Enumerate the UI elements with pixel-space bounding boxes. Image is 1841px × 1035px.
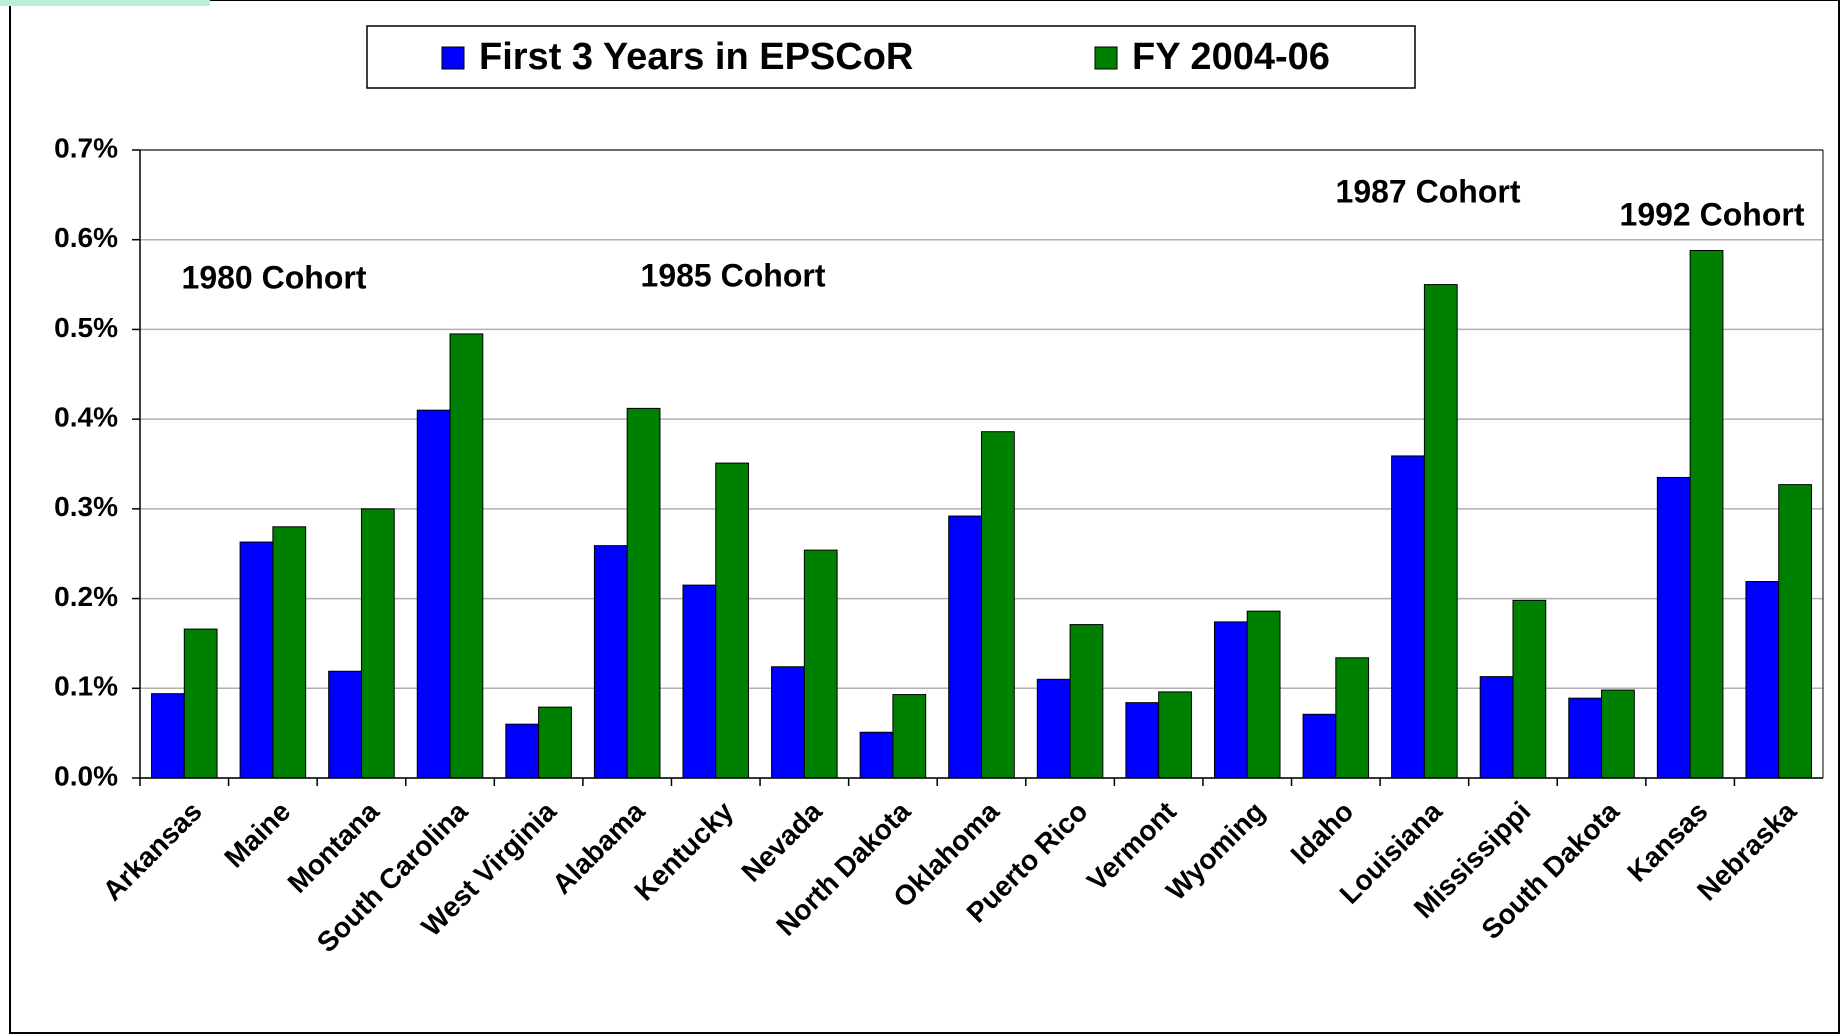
annotation: 1980 Cohort: [182, 259, 367, 295]
bar: [328, 670, 362, 779]
bar: [1036, 678, 1071, 779]
bar: [803, 549, 838, 779]
annotation: 1985 Cohort: [641, 257, 826, 293]
bar: [682, 584, 717, 779]
bar: [1302, 713, 1337, 779]
bar: [1069, 624, 1104, 779]
frame: [9, 0, 1840, 1034]
bar: [1512, 599, 1547, 779]
bar: [1601, 689, 1635, 779]
x-tick-label: Nevada: [735, 795, 828, 888]
bar: [1479, 676, 1514, 779]
bar: [1778, 484, 1812, 779]
y-tick-label: 0.6%: [54, 222, 118, 253]
y-tick-label: 0.4%: [54, 402, 118, 433]
annotation: 1992 Cohort: [1620, 196, 1805, 232]
bar: [538, 706, 572, 779]
x-tick-label: Maine: [218, 796, 296, 874]
legend-label: FY 2004-06: [1132, 36, 1330, 78]
y-tick-label: 0.3%: [54, 491, 118, 522]
x-tick-label: Arkansas: [97, 796, 208, 907]
bar: [626, 407, 661, 779]
y-tick-label: 0.0%: [54, 760, 118, 791]
x-tick-label: Idaho: [1285, 796, 1360, 871]
bar: [593, 545, 628, 779]
bar: [1568, 697, 1603, 779]
bar: [449, 333, 484, 779]
bar: [715, 462, 750, 779]
bar: [1745, 581, 1780, 779]
bar: [1246, 610, 1281, 779]
bar: [1423, 284, 1458, 779]
bar: [272, 526, 307, 779]
bar: [183, 628, 218, 779]
bar: [1158, 691, 1192, 779]
y-tick-label: 0.7%: [54, 132, 118, 163]
bar: [505, 723, 540, 779]
bar: [859, 731, 894, 779]
bar: [892, 694, 927, 779]
bar: [1656, 476, 1691, 779]
bar: [416, 409, 451, 779]
x-tick-label: Kansas: [1621, 796, 1713, 888]
bar: [981, 431, 1015, 779]
legend-swatch: [441, 46, 465, 70]
bar: [1125, 702, 1160, 779]
legend-box: [366, 25, 1416, 89]
bar: [1213, 621, 1248, 779]
annotation: 1987 Cohort: [1336, 173, 1521, 209]
bar: [1689, 249, 1724, 779]
bar: [1335, 657, 1370, 779]
corner-decoration: [0, 0, 210, 6]
bar: [151, 693, 185, 779]
bar: [948, 515, 982, 779]
bar: [239, 541, 274, 779]
y-tick-label: 0.5%: [54, 312, 118, 343]
legend-label: First 3 Years in EPSCoR: [479, 36, 913, 78]
y-tick-label: 0.2%: [54, 581, 118, 612]
y-tick-label: 0.1%: [54, 671, 118, 702]
bar: [360, 508, 395, 779]
bar: [1391, 455, 1425, 779]
legend-swatch: [1094, 46, 1118, 70]
x-tick-label: South Carolina: [311, 795, 474, 958]
bar: [771, 666, 805, 779]
